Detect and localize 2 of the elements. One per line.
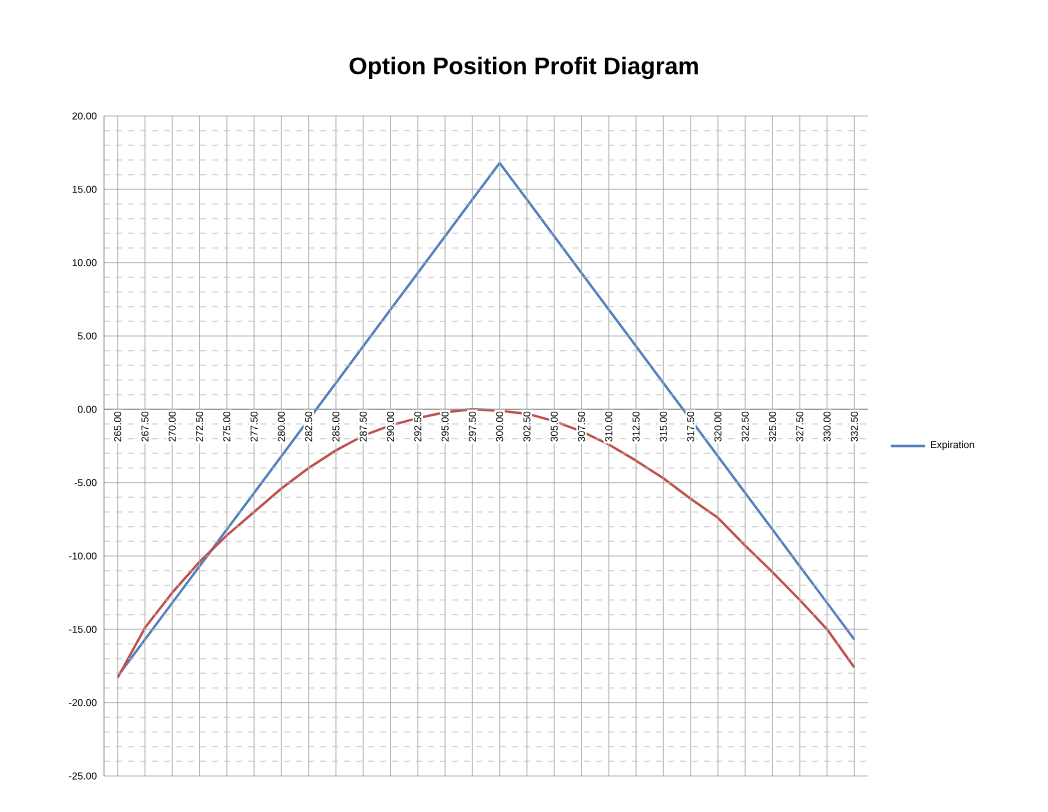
line-series bbox=[116, 408, 856, 679]
chart-title: Option Position Profit Diagram bbox=[349, 56, 698, 80]
